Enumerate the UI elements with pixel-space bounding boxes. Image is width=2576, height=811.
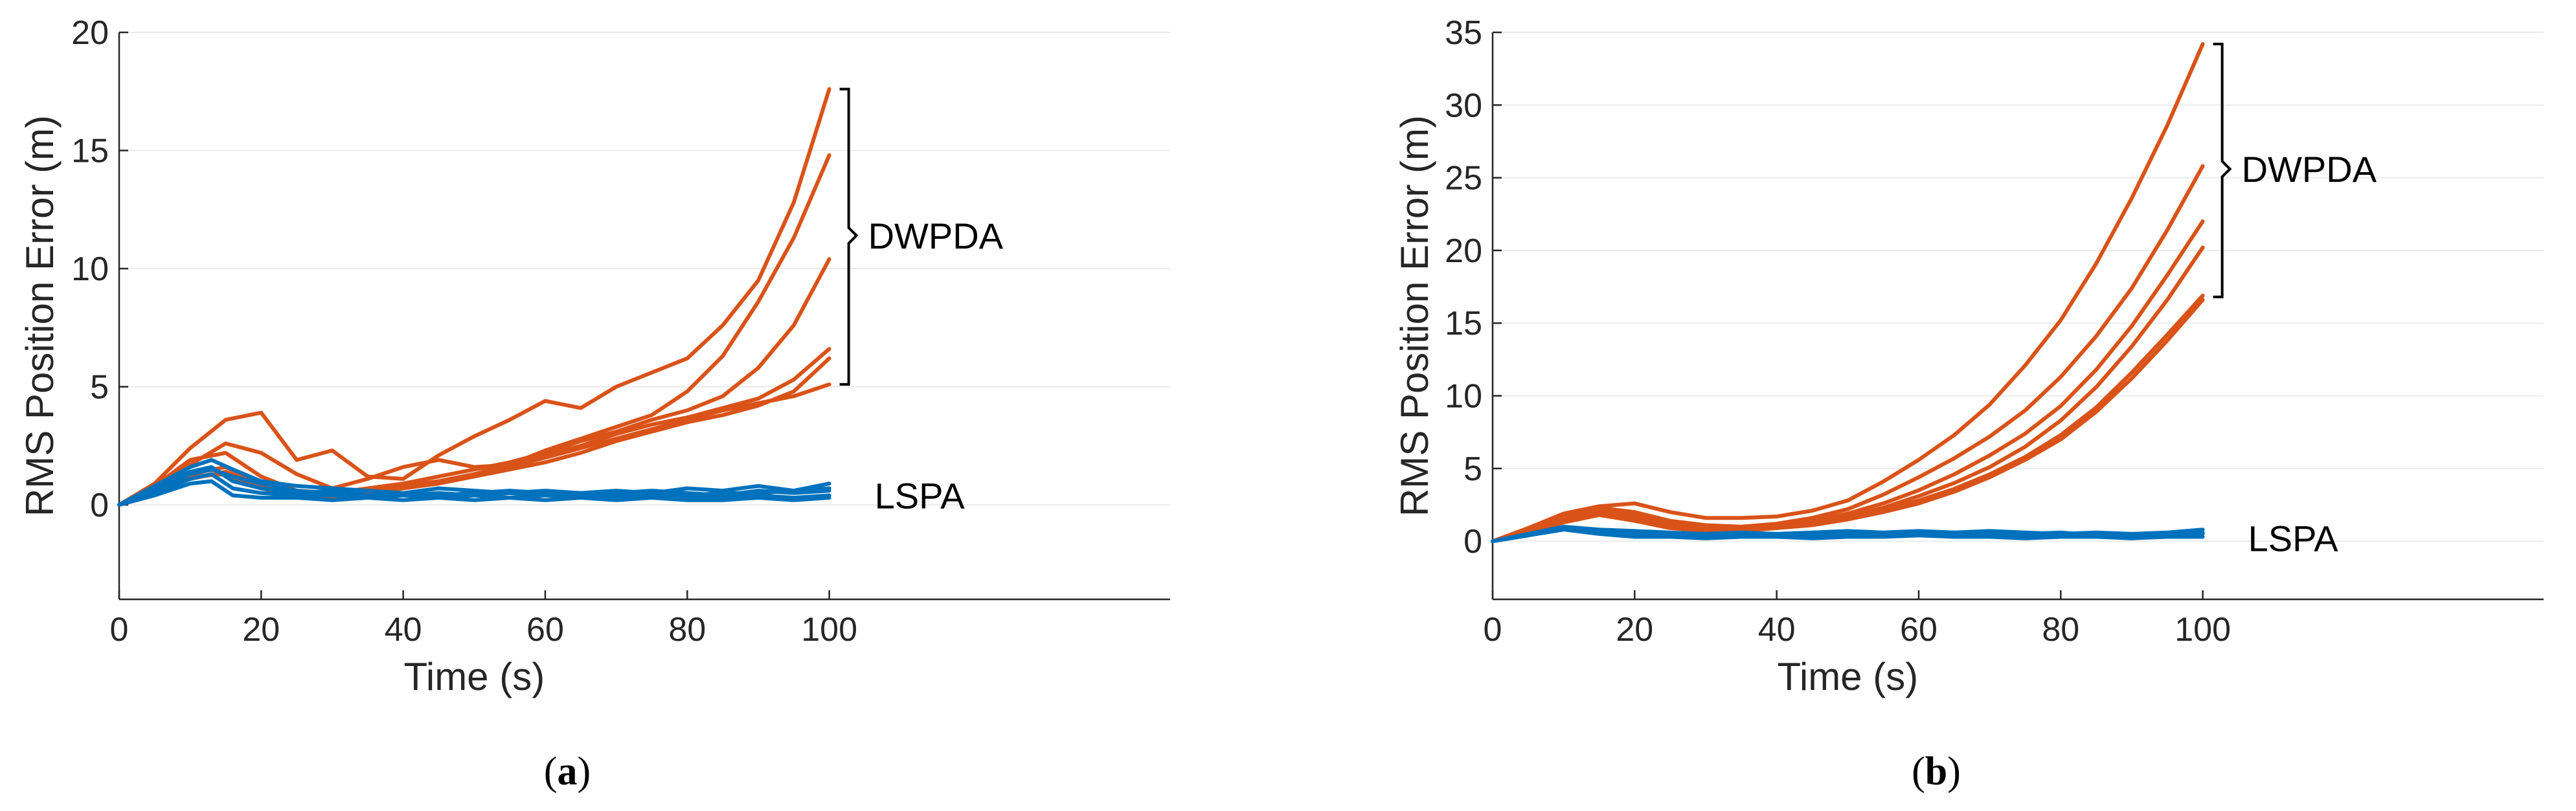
x-tick-label: 80 [668,611,706,649]
x-axis-label: Time (s) [403,655,545,698]
chart-panel-b: 0 5 10 15 20 25 30 35 0 20 40 60 80 100 Time (s) RMS Po… [1393,14,2544,794]
y-tick-label: 15 [71,133,109,170]
panel-caption: (a) [544,750,591,794]
series-line-lspa [117,479,831,507]
series-line-dwpda [117,153,831,507]
x-tick-label: 20 [1616,611,1653,649]
x-tick-label: 60 [1900,611,1938,649]
caption-paren-close: ) [578,750,591,794]
caption-paren-open: ( [1912,750,1925,794]
series-line-dwpda [1491,298,2205,544]
x-tick-label: 0 [110,611,129,649]
brace-bracket [839,87,859,386]
caption-letter: b [1925,750,1947,794]
y-tick-label: 5 [90,369,109,406]
y-tick-label: 25 [1445,160,1482,197]
y-tick-label: 5 [1463,450,1482,488]
series-line-lspa [1491,528,2205,544]
series-line-dwpda [1491,219,2205,544]
brace-bracket [2213,42,2232,298]
x-axis-label: Time (s) [1777,655,1918,698]
y-tick-label: 20 [71,14,109,52]
annotation-lspa: LSPA [875,475,966,516]
annotation-dwpda: DWPDA [2242,149,2377,190]
caption-letter: a [558,750,578,794]
panel-caption: (b) [1912,750,1961,794]
x-tick-label: 100 [801,611,857,649]
series-line-lspa [117,472,831,507]
y-tick-label: 0 [1463,523,1482,561]
x-tick-label: 40 [1758,611,1796,649]
x-tick-label: 80 [2042,611,2079,649]
series-line-dwpda [117,87,831,507]
y-tick-label: 15 [1445,305,1482,342]
series-line-lspa [117,458,831,507]
y-tick-label: 0 [90,487,109,524]
y-tick-label: 20 [1445,232,1482,270]
x-tick-label: 60 [526,611,564,649]
y-tick-label: 30 [1445,87,1482,124]
y-tick-label: 10 [71,250,109,288]
annotation-dwpda: DWPDA [868,216,1004,256]
y-tick-label: 35 [1445,14,1482,52]
series-line-lspa [1491,526,2205,544]
caption-paren-close: ) [1947,750,1961,794]
series-line-lspa [117,465,831,507]
x-tick-label: 40 [385,611,422,649]
x-tick-label: 20 [242,611,280,649]
series-line-dwpda [1491,245,2205,544]
caption-paren-open: ( [544,750,558,794]
annotation-lspa: LSPA [2248,518,2339,559]
series-line-dwpda [117,257,831,507]
series-line-dwpda [1491,164,2205,544]
x-tick-label: 100 [2175,611,2231,649]
y-axis-label: RMS Position Error (m) [18,115,62,517]
chart-panel-a: 0 5 10 15 20 0 20 40 60 80 100 Time (s) RMS Position… [18,14,1170,794]
y-tick-label: 10 [1445,378,1482,416]
y-axis-label: RMS Position Error (m) [1393,115,1436,517]
series-line-dwpda [1491,42,2205,544]
x-tick-label: 0 [1484,611,1502,649]
